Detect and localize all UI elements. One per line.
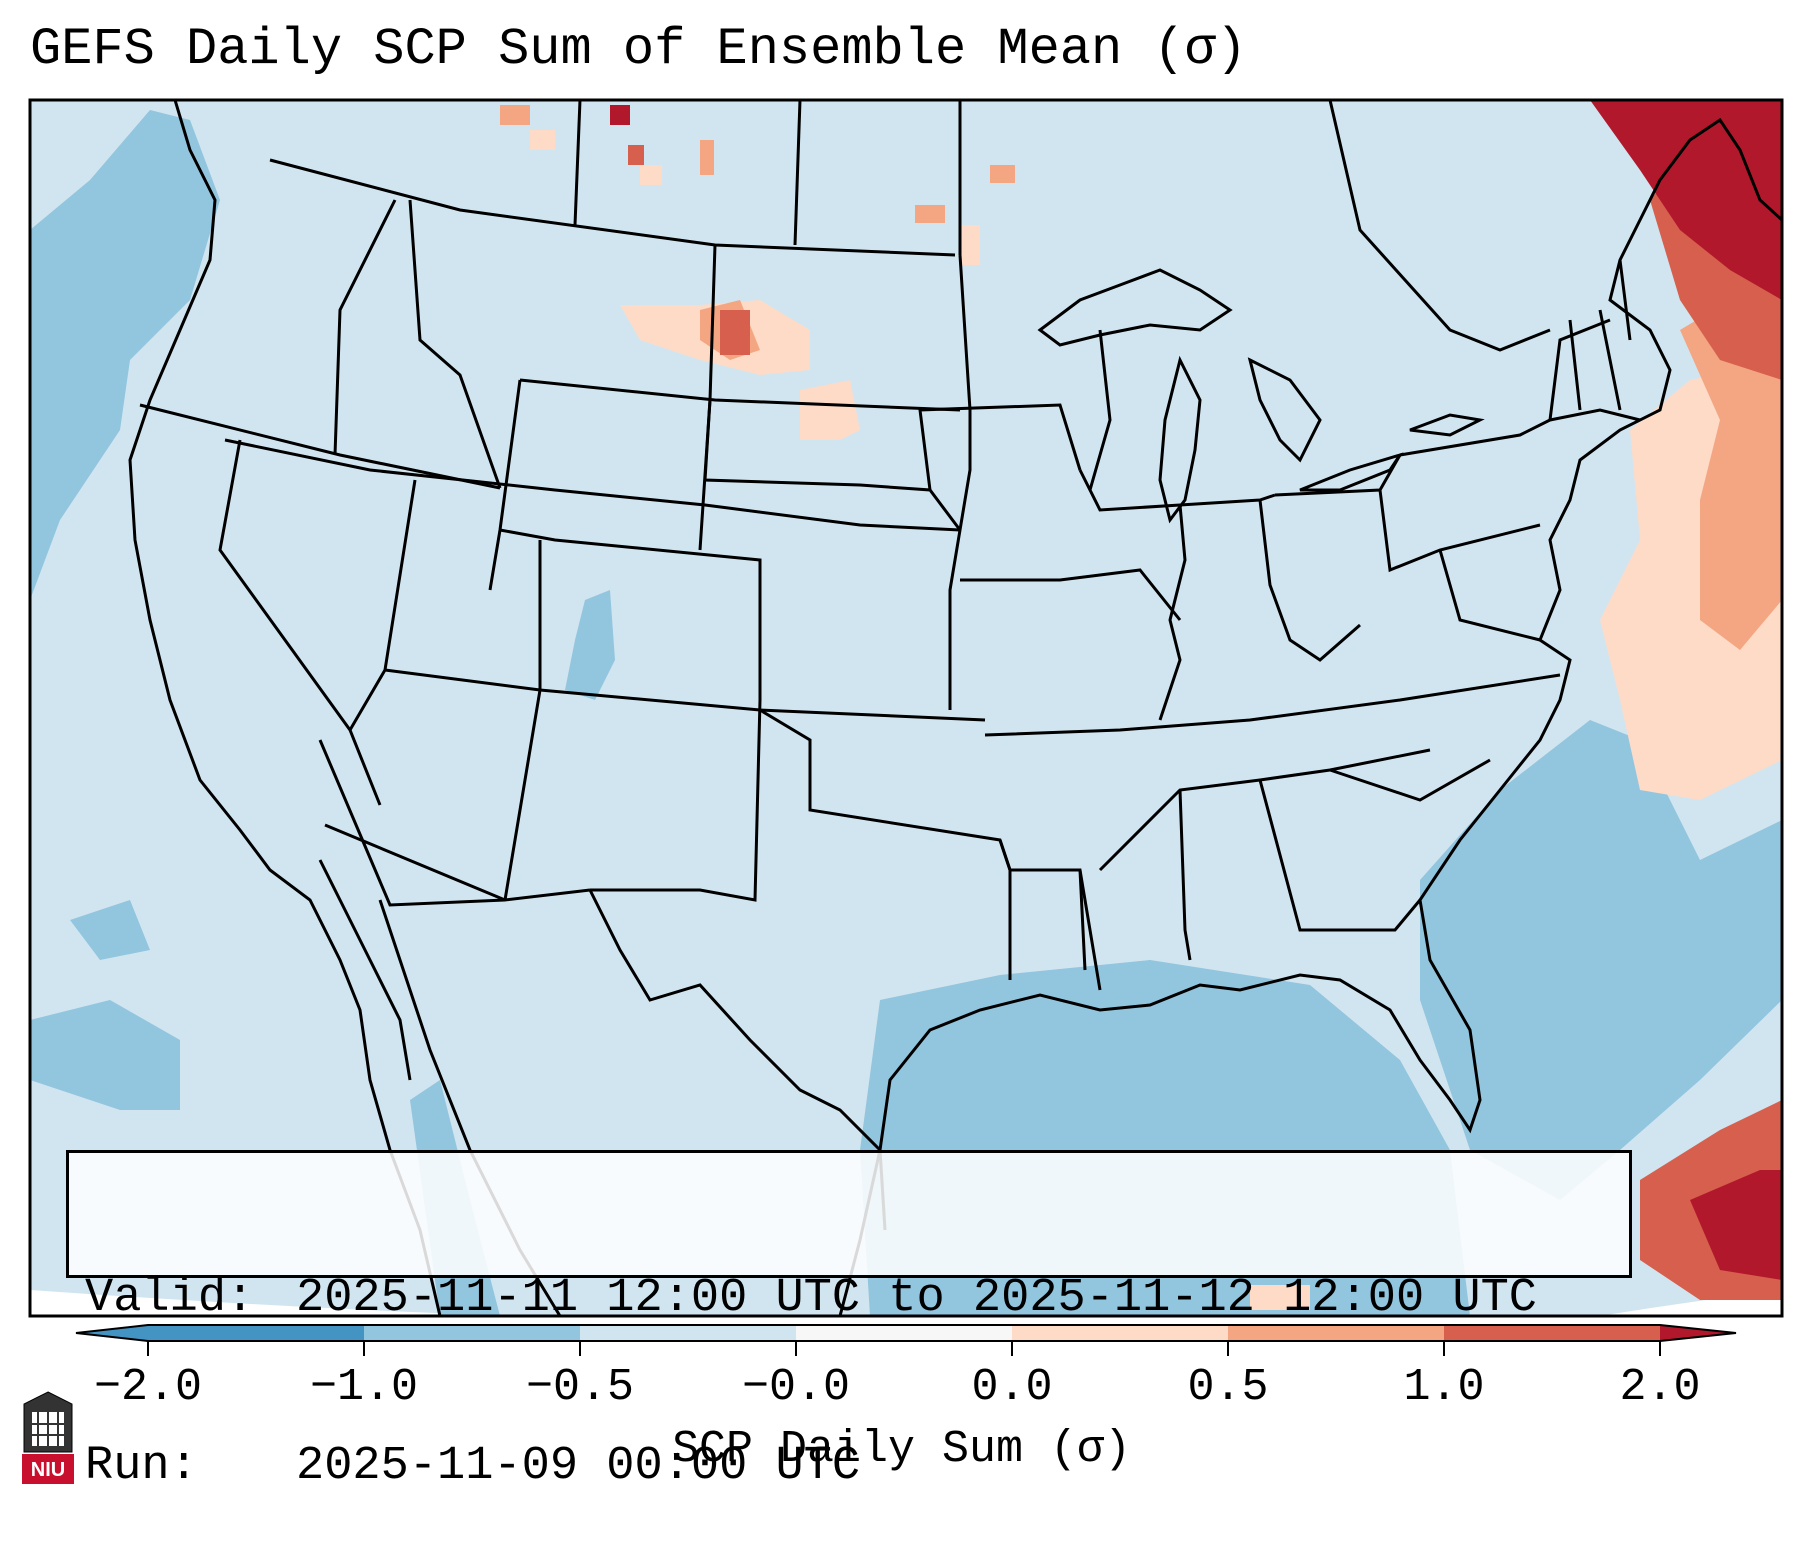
colorbar-seg-6	[1228, 1325, 1444, 1341]
colorbar-tick-label: 0.5	[1187, 1362, 1269, 1413]
niu-logo-text: NIU	[31, 1459, 65, 1481]
colorbar	[75, 1324, 1737, 1356]
domain-edge	[30, 1290, 513, 1316]
colorbar-seg-8	[1660, 1325, 1736, 1341]
region-canada-strong	[610, 105, 630, 125]
colorbar-tick-label: −0.0	[741, 1362, 851, 1413]
region-plains-strong	[720, 310, 750, 355]
colorbar-seg-5	[1012, 1325, 1228, 1341]
region-sd-pos	[800, 380, 860, 440]
colorbar-seg-7	[1444, 1325, 1660, 1341]
colorbar-seg-4	[796, 1325, 1012, 1341]
region-ne-strong	[1590, 100, 1782, 300]
region-canada-pos-3	[628, 145, 644, 165]
valid-time-box: Valid: 2025-11-11 12:00 UTC to 2025-11-12…	[66, 1150, 1632, 1493]
region-canada-pos-4	[640, 165, 662, 185]
valid-line: Valid: 2025-11-11 12:00 UTC to 2025-11-12…	[85, 1271, 1629, 1327]
valid-value: 2025-11-11 12:00 UTC to 2025-11-12 12:00…	[296, 1272, 1538, 1325]
region-atlantic-pos-2	[1680, 280, 1782, 650]
region-canada-pos-1	[500, 105, 530, 125]
region-gulf-pos	[1250, 1285, 1310, 1310]
colorbar-seg-0	[76, 1325, 148, 1341]
colorbar-tick-labels: −2.0 −1.0 −0.5 −0.0 0.0 0.5 1.0 2.0	[0, 1362, 1803, 1422]
region-pacific-neg	[30, 110, 220, 600]
colorbar-label: SCP Daily Sum (σ)	[671, 1424, 1132, 1475]
lake-ontario	[1409, 413, 1485, 437]
lake-superior	[1037, 268, 1233, 347]
region-caribbean-strong	[1690, 1170, 1782, 1280]
colorbar-seg-1	[148, 1325, 364, 1341]
run-line: Run: 2025-11-09 00:00 UTC	[85, 1439, 1629, 1495]
region-canada-pos-5	[700, 140, 714, 175]
colorbar-tick-label: 0.0	[971, 1362, 1053, 1413]
region-canada-pos-7	[915, 205, 945, 223]
region-colorado-neg	[565, 590, 615, 700]
state-borders	[139, 100, 1641, 1231]
colorbar-tick-label: 2.0	[1619, 1362, 1701, 1413]
region-canada-pos-6	[990, 165, 1015, 183]
map-frame	[28, 98, 1784, 1318]
run-label: Run:	[85, 1440, 198, 1493]
run-value: 2025-11-09 00:00 UTC	[296, 1440, 861, 1493]
lake-huron	[1247, 357, 1322, 463]
niu-logo-icon: NIU	[22, 1391, 74, 1484]
region-canada-pos-8	[960, 225, 980, 265]
colorbar-tick-label: −0.5	[525, 1362, 635, 1413]
lake-michigan	[1158, 355, 1202, 524]
coastline	[128, 100, 1782, 1316]
region-pacific-neg-2	[70, 900, 150, 960]
region-canada-pos-2	[530, 130, 555, 150]
colorbar-seg-3	[580, 1325, 796, 1341]
colorbar-tick-label: −2.0	[93, 1362, 203, 1413]
region-pacific-neg-south	[30, 1000, 180, 1110]
valid-label: Valid:	[85, 1272, 255, 1325]
colorbar-tick-marks	[147, 1341, 1661, 1356]
map-title: GEFS Daily SCP Sum of Ensemble Mean (σ)	[30, 20, 1247, 79]
region-atlantic-neg	[1420, 720, 1782, 1200]
colorbar-seg-2	[364, 1325, 580, 1341]
colorbar-tick-label: 1.0	[1403, 1362, 1485, 1413]
colorbar-tick-label: −1.0	[309, 1362, 419, 1413]
